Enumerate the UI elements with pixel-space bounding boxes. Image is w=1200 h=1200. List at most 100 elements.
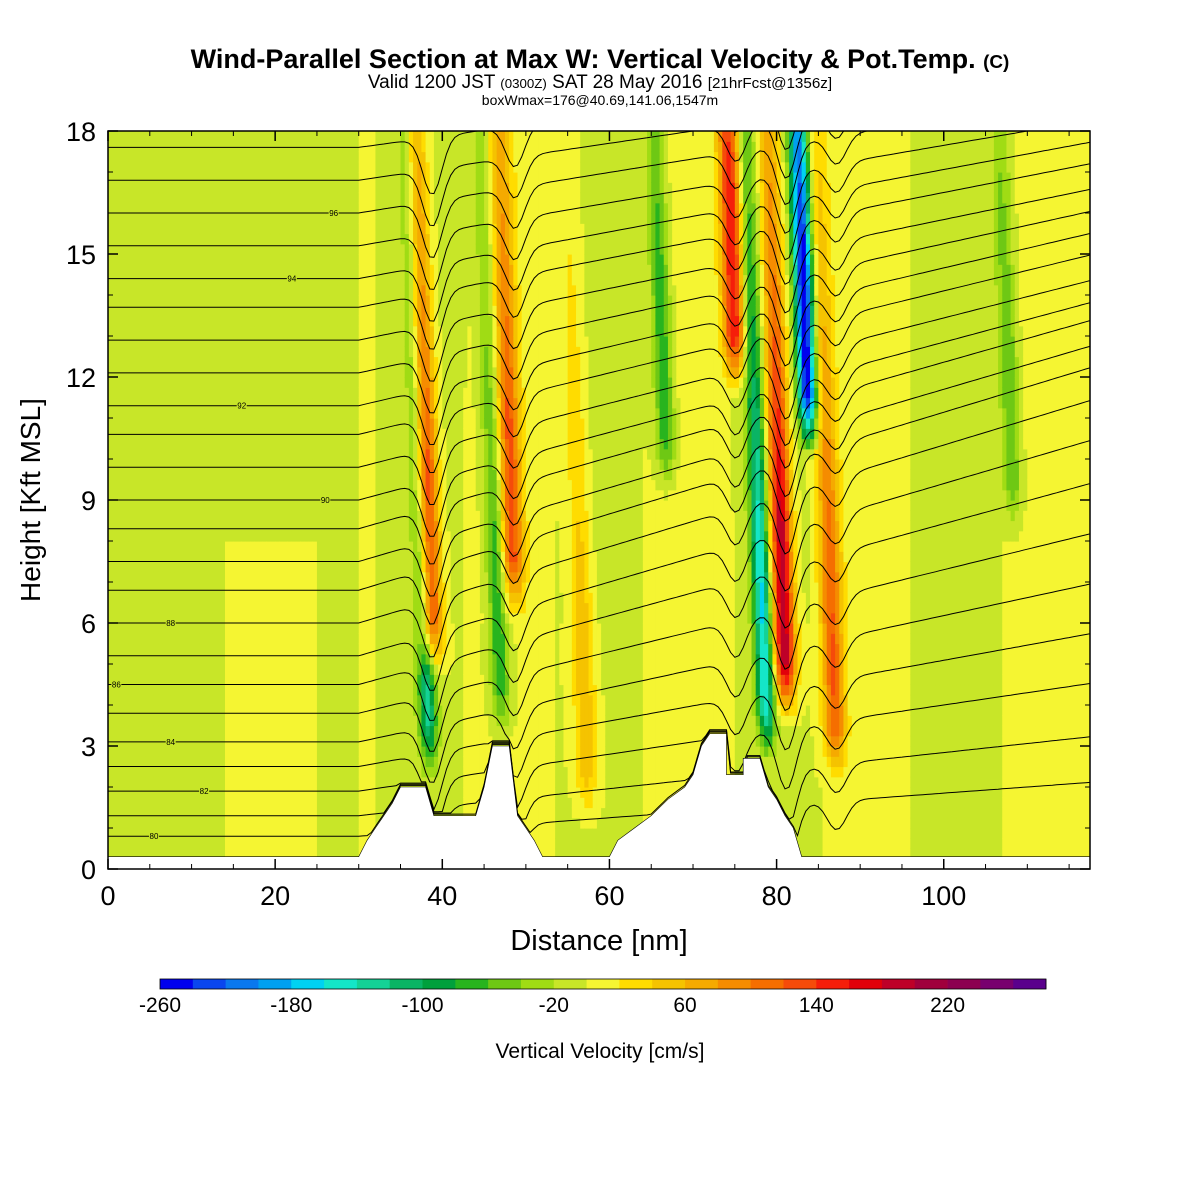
velocity-cell [108,520,113,532]
velocity-cell [204,397,209,409]
velocity-cell [337,428,343,440]
velocity-cell [346,746,351,757]
velocity-cell [329,377,335,388]
velocity-cell [308,264,314,276]
velocity-cell [208,172,214,183]
velocity-cell [229,274,234,286]
velocity-cell [137,356,143,368]
velocity-cell [300,715,305,727]
velocity-cell [112,202,117,214]
velocity-cell [204,571,209,583]
velocity-cell [308,582,314,593]
velocity-cell [158,520,163,532]
velocity-cell [321,428,326,440]
velocity-cell [304,807,310,819]
velocity-cell [270,551,276,563]
velocity-cell [220,582,226,593]
velocity-cell [358,705,364,716]
velocity-cell [145,787,151,798]
velocity-cell [270,202,276,214]
velocity-cell [204,694,209,706]
velocity-cell [216,377,222,388]
velocity-cell [329,161,335,173]
velocity-cell [216,735,222,747]
velocity-cell [187,787,193,798]
velocity-cell [233,346,239,358]
velocity-cell [191,418,197,429]
velocity-cell [179,694,184,706]
velocity-cell [250,479,255,491]
velocity-cell [149,397,155,409]
velocity-cell [266,448,272,460]
velocity-cell [112,592,117,604]
velocity-cell [316,418,322,429]
velocity-cell [287,243,293,255]
velocity-cell [354,664,360,675]
velocity-cell [229,746,234,757]
velocity-cell [216,172,222,183]
velocity-cell [108,264,113,276]
velocity-cell [128,459,134,470]
velocity-cell [212,776,218,788]
velocity-cell [387,582,393,593]
velocity-cell [392,735,397,747]
velocity-cell [195,264,201,276]
velocity-cell [166,428,172,440]
velocity-cell [212,274,218,286]
velocity-cell [350,612,356,624]
velocity-cell [225,848,230,860]
velocity-cell [321,325,326,337]
velocity-cell [371,315,377,327]
velocity-cell [108,274,113,286]
velocity-cell [375,182,381,194]
velocity-cell [308,243,314,255]
velocity-cell [379,438,385,450]
velocity-cell [346,715,351,727]
velocity-cell [300,131,305,142]
velocity-cell [170,202,176,214]
velocity-cell [375,797,381,809]
velocity-cell [321,776,326,788]
velocity-cell [141,397,147,409]
velocity-cell [216,315,222,327]
velocity-cell [254,202,260,214]
velocity-cell [362,787,368,798]
velocity-cell [342,746,347,757]
velocity-cell [383,336,389,347]
velocity-cell [316,838,322,850]
velocity-cell [333,336,339,347]
velocity-cell [170,254,176,265]
velocity-cell [312,571,318,583]
velocity-cell [149,448,155,460]
velocity-cell [220,223,226,235]
velocity-cell [333,664,339,675]
velocity-cell [187,520,193,532]
velocity-cell [279,428,285,440]
velocity-cell [300,254,305,265]
velocity-cell [237,848,243,860]
velocity-cell [379,202,385,214]
velocity-cell [212,612,218,624]
velocity-cell [266,500,272,511]
velocity-cell [141,489,147,501]
velocity-cell [141,664,147,675]
velocity-cell [233,295,239,306]
velocity-cell [124,500,130,511]
velocity-cell [170,243,176,255]
velocity-cell [187,838,193,850]
velocity-cell [250,438,255,450]
velocity-cell [342,571,347,583]
velocity-cell [325,848,331,860]
velocity-cell [350,807,356,819]
velocity-cell [208,448,214,460]
velocity-cell [346,202,351,214]
velocity-cell [329,633,335,645]
velocity-cell [275,664,280,675]
velocity-cell [279,448,285,460]
velocity-cell [183,541,188,552]
velocity-cell [270,828,276,839]
velocity-cell [375,233,381,245]
velocity-cell [383,520,389,532]
velocity-cell [158,746,163,757]
velocity-cell [199,418,205,429]
